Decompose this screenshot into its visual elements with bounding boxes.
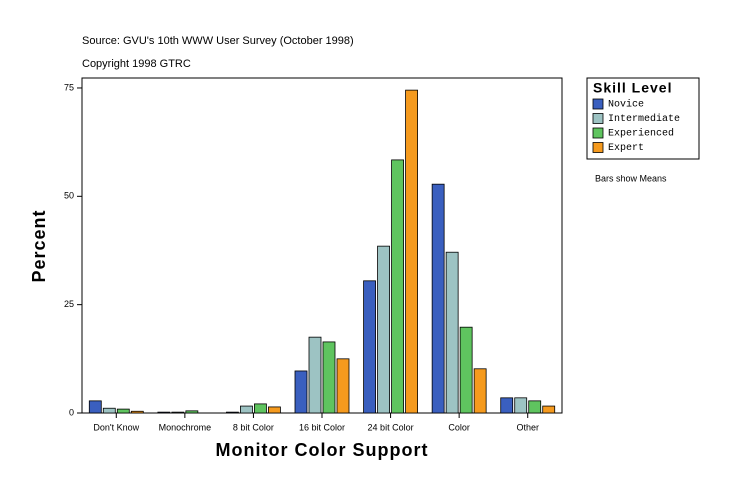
note: Bars show Means (595, 173, 667, 183)
bar (102, 407, 116, 414)
y-tick-label: 25 (64, 299, 74, 309)
bar (308, 336, 322, 414)
bar (336, 358, 350, 414)
bar (431, 183, 445, 414)
legend-label: Expert (608, 143, 644, 154)
bar (363, 280, 376, 414)
bar (500, 397, 514, 414)
bar (157, 411, 171, 414)
bar (473, 368, 487, 414)
y-tick-label: 0 (69, 407, 74, 417)
bar (185, 410, 199, 414)
x-tick-label: Don't Know (93, 422, 139, 432)
bar (322, 341, 336, 414)
caption: Copyright 1998 GTRC (82, 58, 191, 70)
legend-label: Novice (608, 99, 644, 111)
x-axis-title: Monitor Color Support (216, 440, 429, 460)
x-tick-label: Monochrome (159, 422, 212, 432)
legend-swatch (592, 98, 604, 110)
legend-title: Skill Level (593, 80, 672, 96)
bar (240, 405, 253, 414)
y-tick-label: 75 (64, 82, 74, 92)
bar (445, 251, 459, 414)
y-tick-label: 50 (64, 191, 74, 201)
legend-label: Intermediate (608, 113, 680, 125)
legend-swatch (592, 127, 604, 139)
bar (254, 403, 267, 414)
plot-area (81, 77, 563, 414)
bar (171, 411, 185, 414)
legend-box (586, 77, 700, 160)
bar (268, 406, 281, 414)
bar (391, 159, 404, 414)
bar (377, 245, 390, 414)
bar (226, 411, 239, 414)
x-tick-label: Other (516, 422, 539, 432)
bar (294, 370, 308, 414)
bar (405, 89, 418, 414)
y-axis-title: Percent (29, 209, 49, 282)
legend-swatch (592, 142, 604, 153)
bar (88, 400, 102, 414)
subtitle: Source: GVU's 10th WWW User Survey (Octo… (82, 35, 354, 47)
x-tick-label: 16 bit Color (299, 422, 345, 432)
x-tick-label: Color (448, 422, 470, 432)
legend-label: Experienced (608, 128, 674, 140)
legend-swatch (592, 113, 604, 124)
x-tick-label: 24 bit Color (368, 422, 414, 432)
bar (459, 326, 473, 414)
bar (514, 397, 528, 414)
bar (116, 408, 130, 414)
bar (528, 400, 542, 414)
x-tick-label: 8 bit Color (233, 422, 274, 432)
bar (130, 410, 144, 414)
bar (542, 405, 556, 414)
